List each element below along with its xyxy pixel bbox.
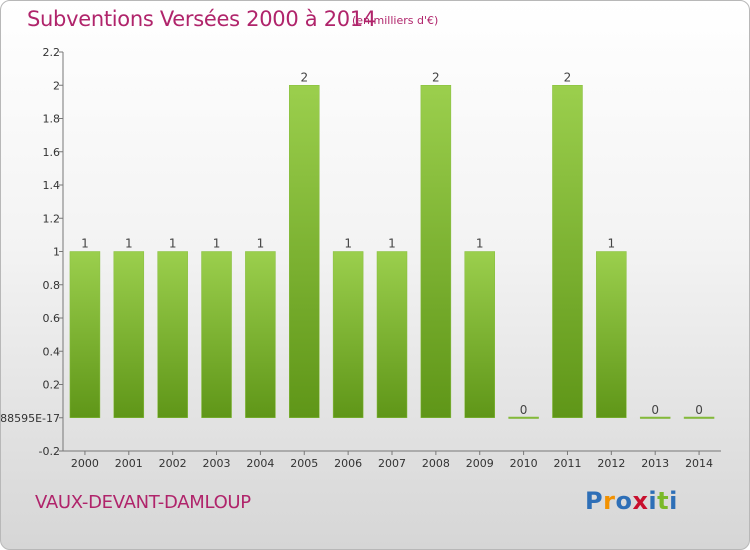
y-tick-label: 1.4 (43, 179, 61, 192)
data-label-2013: 0 (651, 403, 659, 417)
logo-letter: i (669, 487, 678, 515)
y-tick-label: -0.2 (39, 445, 60, 458)
x-tick-label: 2006 (334, 457, 362, 470)
logo-letter: o (615, 487, 633, 515)
bar-2009 (464, 251, 495, 418)
bar-2011 (552, 85, 583, 418)
logo-letter: x (632, 487, 649, 515)
bar-2012 (596, 251, 627, 418)
data-label-2010: 0 (520, 403, 528, 417)
y-tick-label: 0.6 (43, 312, 61, 325)
data-label-2002: 1 (169, 237, 177, 251)
bar-2000 (69, 251, 101, 418)
chart-bars (69, 85, 715, 419)
commune-name: VAUX-DEVANT-DAMLOUP (35, 492, 251, 513)
y-tick-label: 0.2 (43, 379, 61, 392)
x-tick-label: 2008 (422, 457, 450, 470)
data-label-2011: 2 (564, 70, 572, 84)
chart-data-labels: 1 1 1 1 1 2 1 1 2 1 0 2 1 0 0 (81, 70, 703, 417)
bar-2004 (245, 251, 276, 418)
x-tick-label: 2005 (290, 457, 318, 470)
chart-title: Subventions Versées 2000 à 2014 (27, 7, 376, 31)
bar-2005 (289, 85, 320, 418)
bar-2014 (683, 416, 715, 419)
data-label-2012: 1 (608, 237, 616, 251)
data-label-2004: 1 (257, 237, 265, 251)
data-label-2009: 1 (476, 237, 484, 251)
chart-unit-note: (en milliers d'€) (352, 14, 439, 27)
y-tick-label: 2 (53, 79, 60, 92)
y-tick-label: 1.8 (43, 113, 61, 126)
x-tick-label: 2009 (466, 457, 494, 470)
bar-2010 (508, 416, 539, 419)
x-tick-label: 2012 (597, 457, 625, 470)
x-tick-label: 2003 (203, 457, 231, 470)
proxiti-logo[interactable]: Proxiti (585, 487, 678, 515)
bar-2007 (376, 251, 408, 418)
y-tick-label: 1.2 (43, 212, 61, 225)
logo-letter: P (585, 487, 604, 515)
data-label-2000: 1 (81, 237, 89, 251)
x-tick-label: 2010 (510, 457, 538, 470)
x-tick-label: 2001 (115, 457, 143, 470)
data-label-2014: 0 (695, 403, 703, 417)
y-tick-label: 1.6 (43, 146, 61, 159)
bar-2003 (201, 251, 232, 418)
x-tick-label: 2000 (71, 457, 99, 470)
bar-2013 (639, 416, 671, 419)
y-tick-label: 0.4 (43, 345, 61, 358)
bar-2008 (420, 85, 452, 418)
data-label-2001: 1 (125, 237, 133, 251)
bar-2001 (113, 251, 145, 418)
data-label-2007: 1 (388, 237, 396, 251)
y-tick-label: 0.8 (43, 279, 61, 292)
x-tick-label: 2014 (685, 457, 713, 470)
data-label-2006: 1 (344, 237, 352, 251)
bar-2002 (157, 251, 188, 418)
data-label-2005: 2 (300, 70, 308, 84)
x-tick-label: 2007 (378, 457, 406, 470)
x-tick-label: 2004 (246, 457, 274, 470)
y-tick-label: 1 (53, 246, 60, 259)
x-tick-label: 2002 (159, 457, 187, 470)
logo-letter: r (603, 487, 616, 515)
data-label-2008: 2 (432, 70, 440, 84)
x-tick-label: 2011 (553, 457, 581, 470)
y-tick-label: 1.5265566588595E-17 (1, 412, 60, 425)
y-tick-label: 2.2 (43, 46, 61, 59)
logo-letter: i (648, 487, 658, 515)
chart-axes: -0.2 1.5265566588595E-17 0.2 0.4 0.6 0.8 1 1.2 1… (1, 46, 721, 470)
data-label-2003: 1 (213, 237, 221, 251)
bar-2006 (332, 251, 364, 418)
x-tick-label: 2013 (641, 457, 669, 470)
logo-letter: t (657, 487, 670, 515)
